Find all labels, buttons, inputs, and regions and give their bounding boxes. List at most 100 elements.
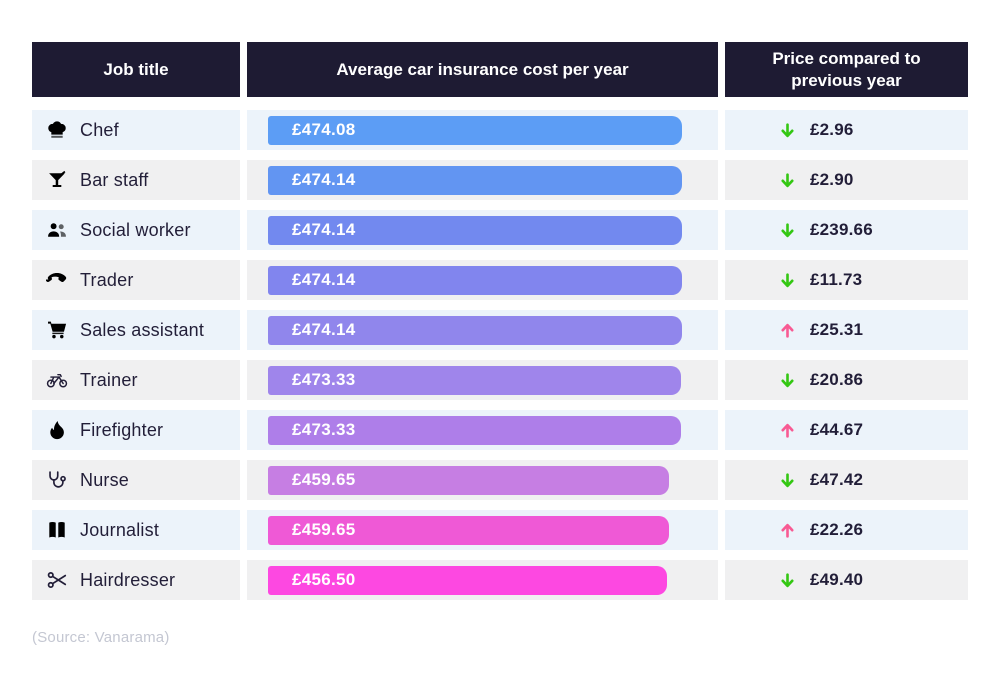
header-price-compared: Price compared to previous year (725, 42, 968, 97)
job-title-label: Journalist (80, 519, 160, 540)
cost-bar: £474.08 (268, 115, 682, 145)
stethoscope-icon (44, 467, 70, 493)
source-note: (Source: Vanarama) (32, 629, 170, 646)
change-value-label: £2.90 (810, 170, 854, 189)
cost-bar: £474.14 (268, 315, 682, 345)
table-row: Trader £474.14 £11.73 (32, 260, 968, 300)
header-average-cost: Average car insurance cost per year (247, 42, 718, 97)
cost-value-label: £473.33 (292, 370, 356, 389)
cost-cell: £474.14 (247, 160, 718, 200)
job-title-label: Firefighter (80, 419, 164, 440)
arrow-down-icon (777, 470, 797, 490)
book-icon (44, 517, 70, 543)
cost-bar: £474.14 (268, 215, 682, 245)
change-value-label: £20.86 (810, 370, 864, 389)
table-row: Trainer £473.33 £20.86 (32, 360, 968, 400)
cost-value-label: £474.08 (292, 120, 356, 139)
header-job-title: Job title (32, 42, 240, 97)
cocktail-icon (44, 167, 70, 193)
table-row: Bar staff £474.14 £2.90 (32, 160, 968, 200)
change-cell: £47.42 (725, 460, 968, 500)
table-row: Chef £474.08 £2.96 (32, 110, 968, 150)
cost-cell: £474.14 (247, 210, 718, 250)
cost-cell: £473.33 (247, 410, 718, 450)
arrow-up-icon (777, 320, 797, 340)
job-cell: Nurse (32, 460, 240, 500)
change-value-label: £25.31 (810, 320, 864, 339)
change-cell: £22.26 (725, 510, 968, 550)
job-title-label: Trainer (80, 369, 138, 390)
change-cell: £25.31 (725, 310, 968, 350)
change-value-label: £47.42 (810, 470, 864, 489)
change-cell: £20.86 (725, 360, 968, 400)
cost-bar: £474.14 (268, 165, 682, 195)
table-row: Firefighter £473.33 £44.67 (32, 410, 968, 450)
insurance-cost-table: Job title Average car insurance cost per… (32, 42, 968, 646)
job-title-label: Sales assistant (80, 319, 205, 340)
cost-cell: £459.65 (247, 460, 718, 500)
table-row: Journalist £459.65 £22.26 (32, 510, 968, 550)
change-value-label: £22.26 (810, 520, 864, 539)
job-title-label: Hairdresser (80, 569, 176, 590)
change-cell: £2.96 (725, 110, 968, 150)
cost-bar: £473.33 (268, 365, 681, 395)
arrow-up-icon (777, 520, 797, 540)
job-title-label: Social worker (80, 219, 191, 240)
table-row: Social worker £474.14 £239.66 (32, 210, 968, 250)
job-cell: Social worker (32, 210, 240, 250)
change-value-label: £11.73 (810, 270, 863, 289)
arrow-down-icon (777, 270, 797, 290)
cost-value-label: £474.14 (292, 270, 356, 289)
cost-bar: £459.65 (268, 515, 669, 545)
arrow-down-icon (777, 370, 797, 390)
arrow-up-icon (777, 420, 797, 440)
job-cell: Chef (32, 110, 240, 150)
chef-hat-icon (44, 117, 70, 143)
table-row: Sales assistant £474.14 £25.31 (32, 310, 968, 350)
job-cell: Bar staff (32, 160, 240, 200)
job-cell: Firefighter (32, 410, 240, 450)
users-icon (44, 217, 70, 243)
phone-icon (44, 267, 70, 293)
cost-value-label: £474.14 (292, 320, 356, 339)
change-value-label: £2.96 (810, 120, 854, 139)
scissors-icon (44, 567, 70, 593)
cost-cell: £474.14 (247, 310, 718, 350)
cost-value-label: £459.65 (292, 520, 356, 539)
change-cell: £11.73 (725, 260, 968, 300)
cost-cell: £456.50 (247, 560, 718, 600)
job-cell: Trader (32, 260, 240, 300)
change-cell: £2.90 (725, 160, 968, 200)
cost-cell: £473.33 (247, 360, 718, 400)
table-row: Hairdresser £456.50 £49.40 (32, 560, 968, 600)
table-row: Nurse £459.65 £47.42 (32, 460, 968, 500)
cost-bar: £459.65 (268, 465, 669, 495)
cost-cell: £474.08 (247, 110, 718, 150)
arrow-down-icon (777, 170, 797, 190)
arrow-down-icon (777, 570, 797, 590)
cost-value-label: £456.50 (292, 570, 356, 589)
cart-icon (44, 317, 70, 343)
cost-value-label: £474.14 (292, 220, 356, 239)
flame-icon (44, 417, 70, 443)
job-cell: Journalist (32, 510, 240, 550)
job-title-label: Nurse (80, 469, 130, 490)
job-cell: Hairdresser (32, 560, 240, 600)
change-cell: £44.67 (725, 410, 968, 450)
job-title-label: Trader (80, 269, 134, 290)
cost-bar: £473.33 (268, 415, 681, 445)
cost-value-label: £473.33 (292, 420, 356, 439)
cost-value-label: £474.14 (292, 170, 356, 189)
change-cell: £49.40 (725, 560, 968, 600)
job-cell: Trainer (32, 360, 240, 400)
cost-bar: £474.14 (268, 265, 682, 295)
table-header-row: Job title Average car insurance cost per… (32, 42, 968, 97)
cost-cell: £474.14 (247, 260, 718, 300)
change-value-label: £239.66 (810, 220, 873, 239)
cost-bar: £456.50 (268, 565, 667, 595)
arrow-down-icon (777, 220, 797, 240)
change-value-label: £49.40 (810, 570, 864, 589)
arrow-down-icon (777, 120, 797, 140)
change-cell: £239.66 (725, 210, 968, 250)
change-value-label: £44.67 (810, 420, 864, 439)
